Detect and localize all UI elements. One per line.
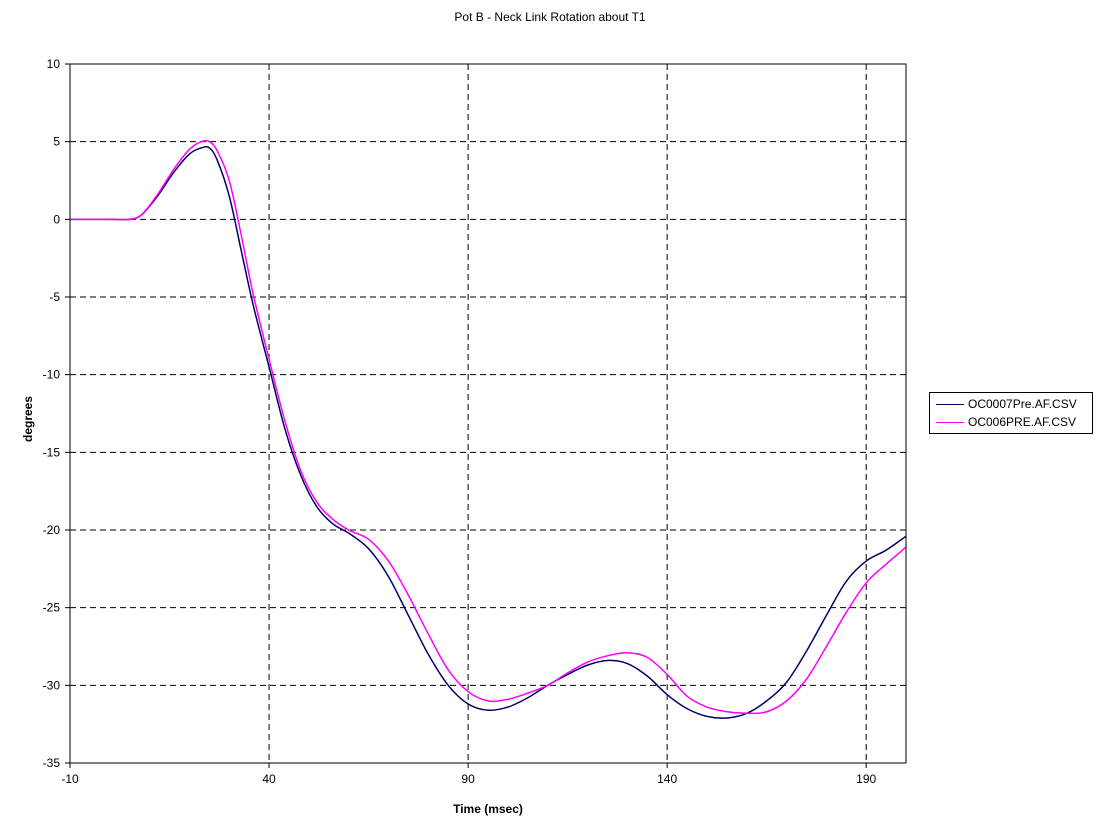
y-tick-label: -10 xyxy=(43,368,61,382)
y-tick-label: -35 xyxy=(43,756,61,770)
series-line-2 xyxy=(70,139,907,715)
legend-swatch-series-1 xyxy=(936,404,964,406)
x-tick-label: -10 xyxy=(61,772,79,786)
y-tick-label: 5 xyxy=(53,135,60,149)
x-tick-label: 190 xyxy=(856,772,876,786)
legend-item-series-2: OC006PRE.AF.CSV xyxy=(936,413,1076,431)
legend: OC0007Pre.AF.CSV OC006PRE.AF.CSV xyxy=(929,392,1093,434)
y-tick-label: -30 xyxy=(43,678,61,692)
x-axis-title: Time (msec) xyxy=(453,802,523,816)
plot-frame xyxy=(69,63,907,764)
legend-label-series-2: OC006PRE.AF.CSV xyxy=(968,415,1077,429)
y-tick-label: -25 xyxy=(43,601,61,615)
legend-label-series-1: OC0007Pre.AF.CSV xyxy=(968,397,1077,411)
x-tick-label: 40 xyxy=(262,772,276,786)
x-tick-label: 90 xyxy=(461,772,475,786)
y-tick-label: 0 xyxy=(53,212,60,226)
legend-item-series-1: OC0007Pre.AF.CSV xyxy=(936,395,1077,413)
y-tick-label: 10 xyxy=(47,57,61,71)
x-tick-label: 140 xyxy=(657,772,677,786)
y-tick-label: -5 xyxy=(49,290,60,304)
legend-swatch-series-2 xyxy=(936,422,964,424)
y-tick-label: -15 xyxy=(43,445,61,459)
y-tick-label: -20 xyxy=(43,523,61,537)
y-axis-title: degrees xyxy=(21,395,35,443)
series-line-1 xyxy=(70,145,907,719)
chart-title: Pot B - Neck Link Rotation about T1 xyxy=(454,10,646,24)
